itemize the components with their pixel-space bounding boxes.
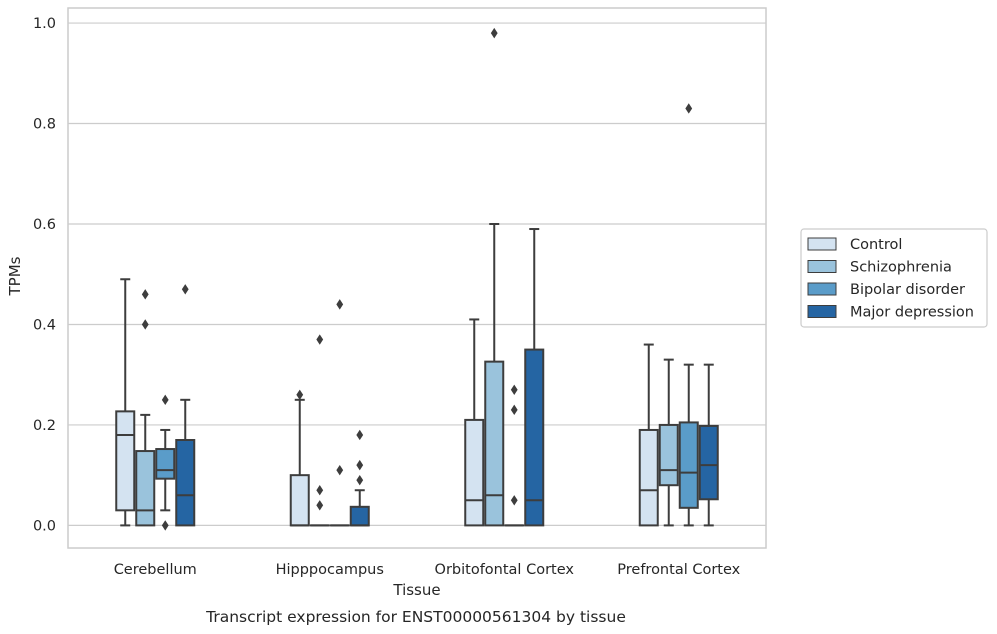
outlier-point bbox=[161, 394, 169, 406]
outlier-point bbox=[141, 289, 149, 300]
legend: Control Schizophrenia Bipolar disorder Majo… bbox=[800, 228, 988, 328]
iqr-box bbox=[115, 410, 136, 512]
box-schizophrenia bbox=[658, 358, 679, 527]
outlier-point bbox=[161, 520, 169, 531]
iqr-box bbox=[678, 421, 699, 509]
iqr-box bbox=[638, 428, 659, 527]
iqr-box bbox=[155, 448, 176, 480]
box-control bbox=[289, 389, 310, 527]
x-tick-label: Orbitofontal Cortex bbox=[435, 562, 575, 578]
figure-caption: Transcript expression for ENST0000056130… bbox=[205, 608, 626, 626]
iqr-box bbox=[175, 439, 196, 527]
legend-swatch bbox=[807, 260, 837, 273]
outlier-point bbox=[356, 429, 364, 441]
outlier-point bbox=[336, 299, 344, 310]
outlier-point bbox=[490, 27, 498, 39]
outlier-point bbox=[296, 389, 304, 400]
box-major-depression bbox=[698, 363, 719, 527]
iqr-box bbox=[484, 360, 505, 527]
box-bipolar-disorder bbox=[155, 394, 176, 531]
plot-marks bbox=[115, 27, 719, 531]
legend-label: Bipolar disorder bbox=[850, 282, 965, 298]
outlier-point bbox=[316, 334, 324, 345]
box-control bbox=[464, 318, 485, 527]
box-major-depression bbox=[349, 429, 370, 527]
box-control bbox=[638, 343, 659, 527]
iqr-box bbox=[698, 424, 719, 501]
iqr-box bbox=[135, 450, 156, 527]
x-tick-label: Prefrontal Cortex bbox=[617, 562, 740, 578]
box-control bbox=[115, 278, 136, 527]
outlier-point bbox=[336, 464, 344, 476]
iqr-box bbox=[349, 505, 370, 527]
iqr-box bbox=[658, 423, 679, 487]
outlier-point bbox=[685, 103, 693, 114]
legend-label: Schizophrenia bbox=[850, 260, 952, 276]
y-tick-label: 0.6 bbox=[33, 217, 56, 233]
outlier-point bbox=[141, 319, 149, 330]
outlier-point bbox=[510, 404, 518, 416]
y-tick-label: 0.8 bbox=[33, 117, 56, 133]
y-tick-labels: 0.0 0.2 0.4 0.6 0.8 1.0 bbox=[33, 16, 56, 534]
outlier-point bbox=[356, 459, 364, 471]
box-schizophrenia bbox=[484, 27, 505, 527]
legend-swatch bbox=[807, 305, 837, 318]
legend-label: Major depression bbox=[850, 305, 974, 321]
box-schizophrenia bbox=[309, 334, 330, 527]
legend-label: Control bbox=[850, 237, 902, 253]
x-tick-label: Hipppocampus bbox=[276, 562, 384, 578]
legend-swatch bbox=[807, 282, 837, 296]
box-bipolar-disorder bbox=[678, 103, 699, 527]
outlier-point bbox=[510, 384, 518, 395]
y-tick-label: 0.2 bbox=[33, 418, 56, 434]
box-bipolar-disorder bbox=[329, 299, 350, 527]
iqr-box bbox=[289, 474, 310, 527]
outlier-point bbox=[356, 474, 364, 486]
legend-box bbox=[800, 228, 988, 328]
box-bipolar-disorder bbox=[504, 384, 525, 527]
outlier-point bbox=[510, 495, 518, 506]
box-schizophrenia bbox=[135, 289, 156, 527]
x-tick-label: Cerebellum bbox=[114, 562, 197, 578]
y-tick-label: 0.4 bbox=[33, 317, 56, 333]
outlier-point bbox=[181, 284, 189, 295]
y-tick-label: 1.0 bbox=[33, 16, 56, 32]
plot-frame bbox=[67, 7, 767, 549]
x-tick-labels: Cerebellum Hipppocampus Orbitofontal Corte… bbox=[114, 562, 741, 578]
x-axis-label: Tissue bbox=[392, 581, 440, 599]
outlier-point bbox=[316, 500, 324, 511]
legend-swatch bbox=[807, 237, 837, 251]
iqr-box bbox=[464, 418, 485, 527]
outlier-point bbox=[316, 485, 324, 496]
box-major-depression bbox=[524, 228, 545, 527]
y-axis-label: TPMs bbox=[6, 256, 24, 296]
box-major-depression bbox=[175, 284, 196, 527]
y-tick-label: 0.0 bbox=[33, 518, 56, 534]
iqr-box bbox=[524, 348, 545, 527]
